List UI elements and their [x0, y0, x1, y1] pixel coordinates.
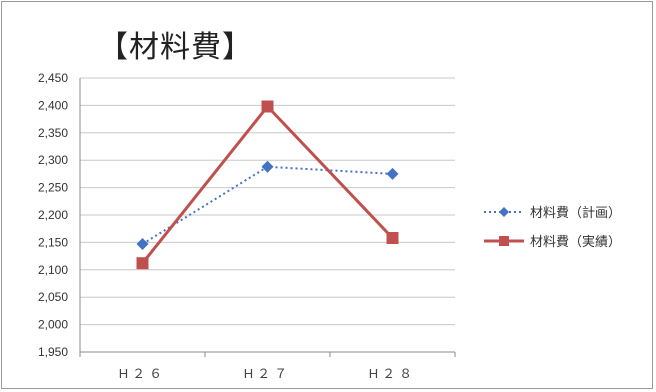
data-point — [386, 167, 399, 180]
series-line — [141, 165, 393, 245]
data-point — [386, 232, 399, 245]
chart-title: 【材料費】 — [98, 30, 253, 65]
y-tick-label: 2,150 — [38, 235, 68, 249]
data-point — [261, 160, 274, 173]
y-tick-label: 2,250 — [38, 181, 68, 195]
legend-label: 材料費（計画） — [530, 205, 621, 221]
legend-label: 材料費（実績） — [530, 234, 621, 250]
y-tick-label: 2,300 — [38, 153, 68, 167]
legend-marker — [499, 207, 509, 217]
x-tick-label: H２６ — [119, 366, 166, 381]
data-point — [136, 238, 149, 251]
y-tick-label: 2,200 — [38, 208, 68, 222]
y-tick-label: 2,450 — [38, 71, 68, 85]
y-tick-label: 2,000 — [38, 318, 68, 332]
series-line — [141, 104, 394, 265]
y-tick-label: 2,050 — [38, 290, 68, 304]
y-tick-label: 1,950 — [38, 345, 68, 359]
legend-marker — [499, 236, 509, 246]
data-point — [136, 257, 149, 270]
data-point — [261, 100, 274, 113]
y-tick-label: 2,400 — [38, 98, 68, 112]
x-tick-label: H２７ — [244, 366, 291, 381]
x-tick-label: H２８ — [369, 366, 416, 381]
y-tick-label: 2,100 — [38, 263, 68, 277]
y-tick-label: 2,350 — [38, 126, 68, 140]
